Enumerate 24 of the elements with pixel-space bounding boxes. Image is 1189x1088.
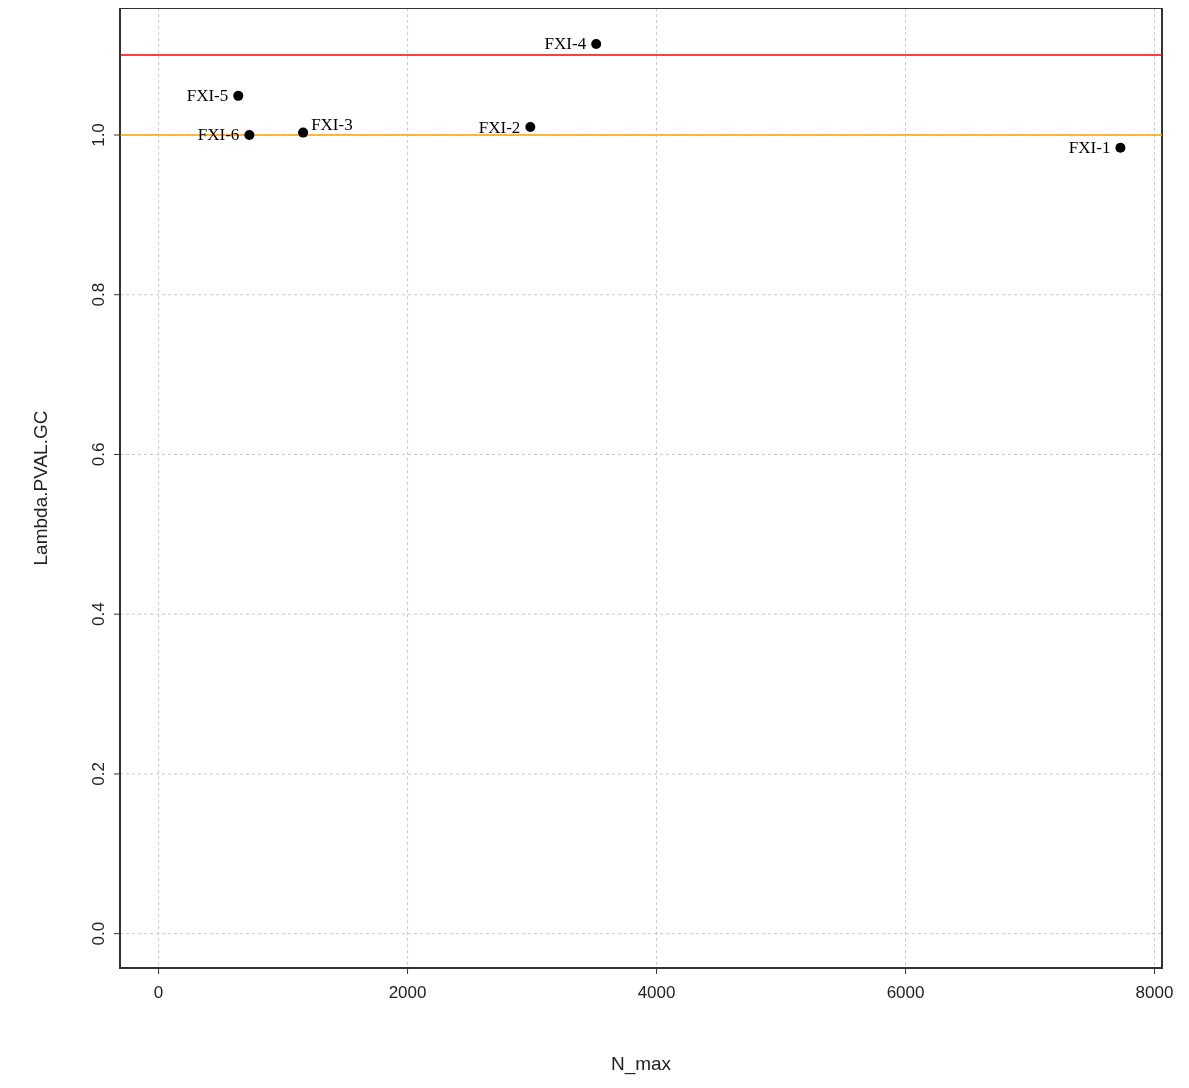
point bbox=[525, 122, 536, 132]
annotation: FXI-2 bbox=[478, 117, 521, 137]
y-tick-label: 0.8 bbox=[89, 282, 108, 307]
annotation: FXI-3 bbox=[311, 115, 353, 135]
x-tick-label: 0 bbox=[153, 983, 164, 1003]
x-tick-label: 2000 bbox=[388, 983, 427, 1003]
y-axis-title: Lambda.PVAL.GC bbox=[29, 410, 51, 566]
annotation: FXI-5 bbox=[186, 86, 229, 106]
x-tick-label: 8000 bbox=[1135, 983, 1174, 1003]
x-tick-label: 4000 bbox=[637, 983, 676, 1003]
x-axis-title: N_max bbox=[610, 1053, 672, 1075]
y-tick-label: 0.0 bbox=[89, 921, 108, 946]
y-tick-label: 0.6 bbox=[89, 442, 108, 467]
y-tick-label: 0.2 bbox=[89, 762, 108, 786]
point bbox=[244, 129, 255, 140]
point bbox=[1115, 142, 1126, 153]
x-tick-label: 6000 bbox=[886, 983, 925, 1003]
y-tick-label: 0.4 bbox=[89, 602, 108, 627]
annotation: FXI-1 bbox=[1068, 138, 1111, 158]
annotation: FXI-4 bbox=[544, 34, 587, 54]
point bbox=[233, 90, 244, 101]
point bbox=[591, 38, 602, 49]
point bbox=[298, 127, 309, 138]
y-tick-label: 1.0 bbox=[89, 123, 108, 147]
